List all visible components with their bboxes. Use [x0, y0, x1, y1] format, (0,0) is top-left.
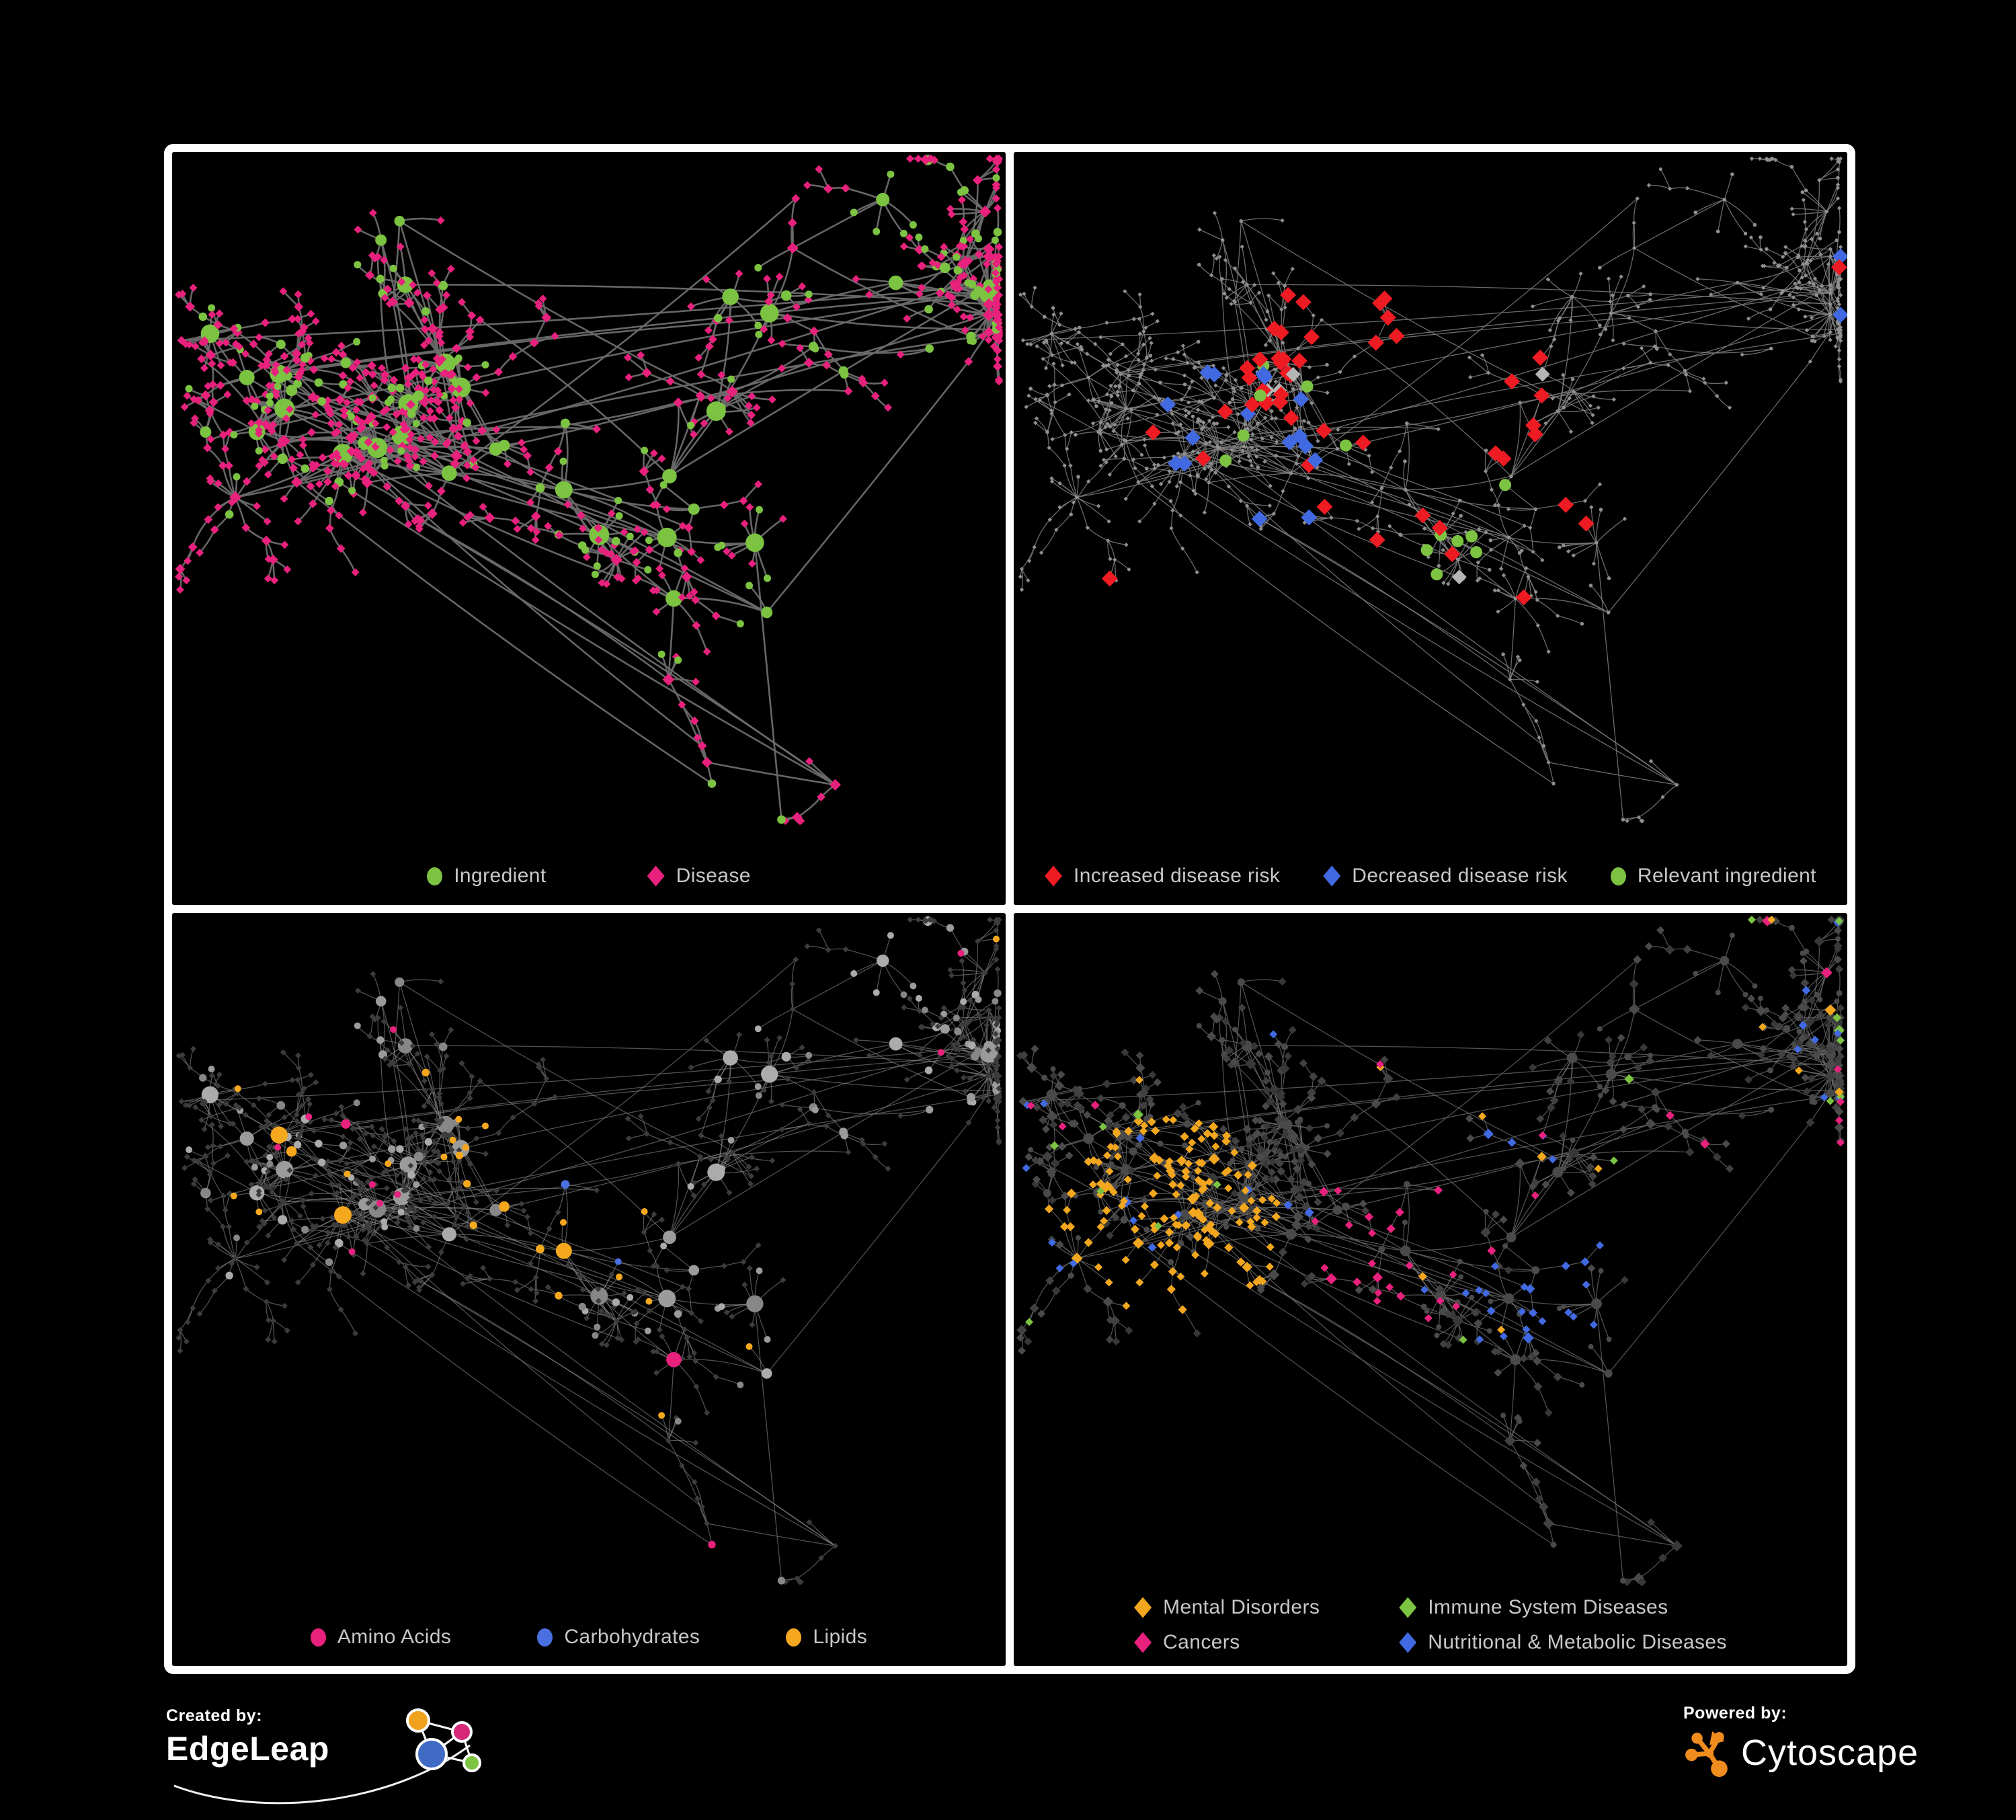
edgeleap-logo-icon [173, 1708, 481, 1805]
panel-grid: Ingredient Disease Increased disease risk… [164, 144, 1855, 1674]
network-graph-ingredient-class [175, 916, 1002, 1585]
network-graph-ingredient-disease [175, 155, 1004, 825]
legend-item: Relevant ingredient [1610, 865, 1816, 887]
edgeleap-brand: EdgeLeap [166, 1730, 329, 1768]
diamond-swatch-icon [1134, 1597, 1152, 1618]
cytoscape-credit: Powered by: Cytoscape [1683, 1704, 1992, 1818]
edgeleap-credit: Created by: EdgeLeap [166, 1704, 542, 1818]
legend-item: Amino Acids [310, 1626, 452, 1649]
legend-disease-class: Mental Disorders Immune System Diseases Ca… [1014, 1596, 1847, 1654]
diamond-swatch-icon [1323, 865, 1341, 887]
legend-item: Ingredient [427, 865, 546, 887]
legend-label: Relevant ingredient [1637, 865, 1816, 887]
legend-disease-risk: Increased disease risk Decreased disease … [1014, 865, 1847, 887]
legend-label: Disease [676, 865, 751, 887]
circle-swatch-icon [786, 1628, 802, 1647]
legend-label: Amino Acids [337, 1626, 452, 1648]
network-graph-disease-class [1016, 916, 1845, 1586]
network-graph-disease-risk [1018, 156, 1847, 824]
legend-label: Carbohydrates [564, 1626, 700, 1648]
legend-label: Nutritional & Metabolic Diseases [1428, 1631, 1727, 1653]
legend-item: Nutritional & Metabolic Diseases [1399, 1631, 1727, 1654]
panel-disease-class-network: Mental Disorders Immune System Diseases Ca… [1014, 913, 1847, 1666]
powered-by-label: Powered by: [1683, 1704, 1787, 1723]
cytoscape-brand: Cytoscape [1741, 1733, 1919, 1773]
legend-label: Immune System Diseases [1428, 1596, 1668, 1618]
diamond-swatch-icon [1134, 1632, 1152, 1653]
legend-item: Disease [647, 865, 751, 887]
legend-item: Carbohydrates [537, 1626, 700, 1649]
legend-item: Immune System Diseases [1399, 1596, 1727, 1619]
diamond-swatch-icon [1045, 865, 1062, 887]
legend-item: Mental Disorders [1134, 1596, 1320, 1619]
legend-label: Ingredient [454, 865, 547, 887]
legend-label: Mental Disorders [1163, 1596, 1320, 1618]
legend-item: Decreased disease risk [1323, 865, 1568, 887]
legend-item: Cancers [1134, 1631, 1320, 1654]
cytoscape-logo-icon [1685, 1731, 1728, 1777]
legend-label: Decreased disease risk [1352, 865, 1568, 887]
legend-item: Increased disease risk [1045, 865, 1280, 887]
created-by-label: Created by: [166, 1706, 263, 1725]
diamond-swatch-icon [1399, 1632, 1417, 1653]
panel-ingredient-class-network: Amino Acids Carbohydrates Lipids [172, 913, 1006, 1666]
circle-swatch-icon [427, 867, 443, 885]
legend-ingredient-class: Amino Acids Carbohydrates Lipids [172, 1626, 1006, 1649]
circle-swatch-icon [310, 1628, 326, 1647]
panel-ingredient-disease-network: Ingredient Disease [172, 152, 1006, 905]
legend-ingredient-disease: Ingredient Disease [172, 865, 1006, 887]
legend-label: Lipids [813, 1626, 868, 1648]
legend-label: Increased disease risk [1074, 865, 1281, 887]
diamond-swatch-icon [647, 865, 665, 887]
legend-label: Cancers [1163, 1631, 1240, 1653]
legend-item: Lipids [786, 1626, 867, 1649]
circle-swatch-icon [1610, 867, 1626, 885]
diamond-swatch-icon [1399, 1597, 1417, 1618]
panel-disease-risk-network: Increased disease risk Decreased disease … [1014, 152, 1847, 905]
circle-swatch-icon [537, 1628, 553, 1647]
